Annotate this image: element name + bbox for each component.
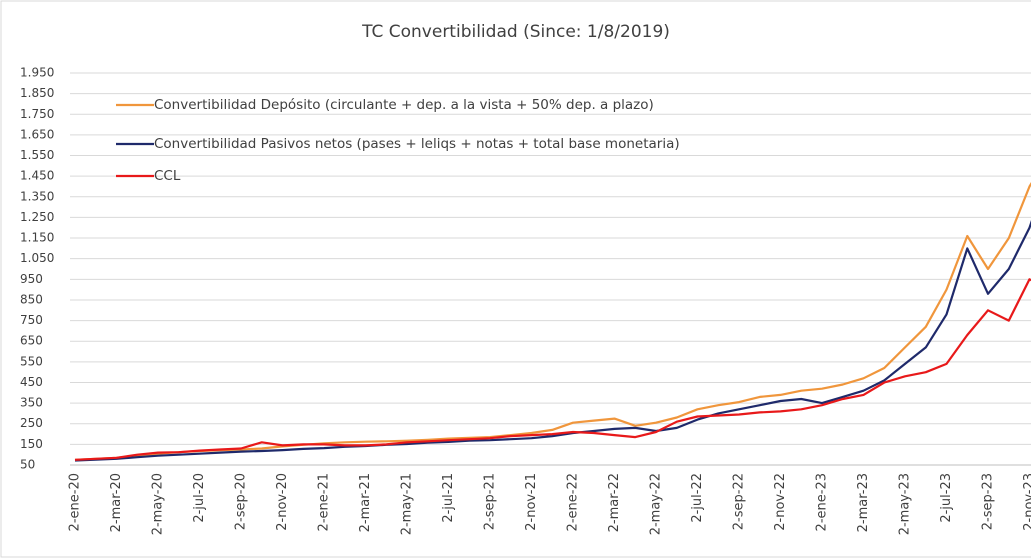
- x-tick-label: 2-mar-22: [607, 473, 622, 532]
- y-tick-label: 150: [20, 437, 43, 451]
- y-tick-label: 1.850: [20, 86, 54, 100]
- x-tick-label: 2-sep-22: [732, 473, 747, 530]
- x-tick-label: 2-sep-21: [483, 473, 498, 530]
- y-tick-label: 1.550: [20, 148, 54, 162]
- y-tick-label: 1.050: [20, 251, 54, 265]
- x-tick-label: 2-jul-23: [939, 473, 954, 523]
- x-tick-label: 2-jul-21: [441, 473, 456, 523]
- y-tick-label: 1.350: [20, 189, 54, 203]
- series-line: [74, 220, 1031, 462]
- x-tick-label: 2-nov-20: [275, 473, 290, 531]
- x-tick-label: 2-jul-22: [690, 473, 705, 523]
- x-tick-label: 2-nov-22: [773, 473, 788, 531]
- chart-title: TC Convertibilidad (Since: 1/8/2019): [361, 22, 670, 42]
- y-tick-label: 1.450: [20, 169, 54, 183]
- y-tick-label: 550: [20, 354, 43, 368]
- y-tick-label: 650: [20, 334, 43, 348]
- series-line: [74, 278, 1031, 461]
- x-tick-label: 2-mar-21: [358, 473, 373, 532]
- legend-label: CCL: [154, 168, 181, 184]
- y-tick-label: 1.650: [20, 127, 54, 141]
- x-tick-label: 2-ene-23: [815, 473, 830, 531]
- x-tick-label: 2-nov-23: [1022, 473, 1031, 531]
- legend-label: Convertibilidad Depósito (circulante + d…: [154, 97, 654, 113]
- x-tick-label: 2-ene-20: [68, 473, 83, 531]
- x-tick-label: 2-nov-21: [524, 473, 539, 531]
- y-tick-label: 1.250: [20, 210, 54, 224]
- x-tick-label: 2-sep-20: [234, 473, 249, 530]
- x-tick-label: 2-may-21: [400, 473, 415, 535]
- y-tick-label: 250: [20, 416, 43, 430]
- legend-label: Convertibilidad Pasivos netos (pases + l…: [154, 136, 680, 152]
- x-tick-label: 2-mar-20: [109, 473, 124, 532]
- x-tick-label: 2-sep-23: [981, 473, 996, 530]
- x-tick-label: 2-mar-23: [856, 473, 871, 532]
- y-tick-label: 350: [20, 396, 43, 410]
- x-tick-label: 2-may-22: [649, 473, 664, 535]
- y-tick-label: 450: [20, 375, 43, 389]
- y-tick-label: 1.950: [20, 66, 54, 80]
- x-tick-label: 2-ene-22: [566, 473, 581, 531]
- x-tick-label: 2-jul-20: [192, 473, 207, 523]
- y-tick-label: 750: [20, 313, 43, 327]
- x-tick-label: 2-ene-21: [317, 473, 332, 531]
- y-tick-label: 950: [20, 272, 43, 286]
- y-tick-label: 850: [20, 292, 43, 306]
- y-tick-label: 1.150: [20, 231, 54, 245]
- x-tick-label: 2-may-20: [151, 473, 166, 535]
- y-tick-label: 1.750: [20, 107, 54, 121]
- y-tick-label: 50: [20, 458, 35, 472]
- x-tick-label: 2-may-23: [898, 473, 913, 535]
